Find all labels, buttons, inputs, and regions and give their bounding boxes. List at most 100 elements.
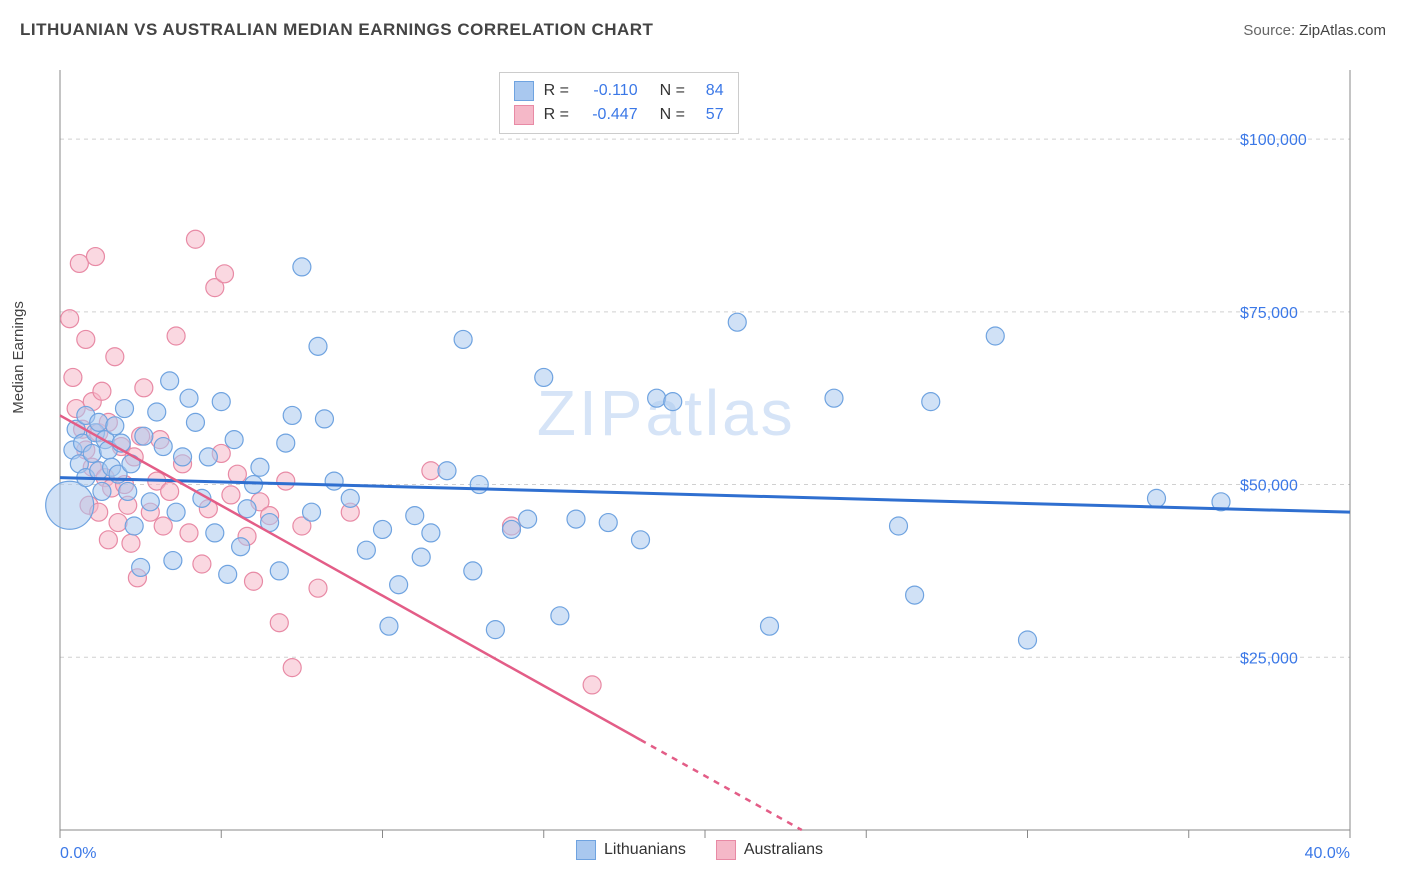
data-point	[232, 538, 250, 556]
data-point	[222, 486, 240, 504]
data-point	[167, 503, 185, 521]
data-point	[422, 524, 440, 542]
data-point	[167, 327, 185, 345]
data-point	[986, 327, 1004, 345]
data-point	[238, 500, 256, 518]
series-legend: Lithuanians Australians	[576, 840, 823, 860]
chart-title: LITHUANIAN VS AUSTRALIAN MEDIAN EARNINGS…	[20, 20, 653, 40]
data-point	[180, 389, 198, 407]
source-attribution: Source: ZipAtlas.com	[1243, 22, 1386, 39]
r-value: -0.447	[582, 103, 638, 127]
data-point	[390, 576, 408, 594]
legend-swatch	[514, 81, 534, 101]
data-point	[583, 676, 601, 694]
legend-swatch	[716, 840, 736, 860]
data-point	[315, 410, 333, 428]
n-value: 84	[698, 79, 724, 103]
data-point	[648, 389, 666, 407]
data-point	[303, 503, 321, 521]
data-point	[61, 310, 79, 328]
data-point	[270, 562, 288, 580]
data-point	[412, 548, 430, 566]
legend-swatch	[514, 105, 534, 125]
data-point	[215, 265, 233, 283]
data-point	[206, 524, 224, 542]
y-tick-label: $100,000	[1240, 132, 1307, 149]
data-point	[245, 572, 263, 590]
legend-item: Lithuanians	[576, 840, 686, 860]
data-point	[341, 489, 359, 507]
data-point	[309, 579, 327, 597]
data-point	[219, 565, 237, 583]
scatter-chart: $25,000$50,000$75,000$100,000ZIPatlas0.0…	[20, 60, 1386, 880]
data-point	[535, 368, 553, 386]
source-label: Source:	[1243, 22, 1299, 39]
data-point	[599, 514, 617, 532]
data-point	[374, 520, 392, 538]
data-point	[890, 517, 908, 535]
data-point	[1148, 489, 1166, 507]
data-point	[132, 558, 150, 576]
data-point	[1019, 631, 1037, 649]
n-value: 57	[698, 103, 724, 127]
legend-item: Australians	[716, 840, 823, 860]
data-point	[186, 230, 204, 248]
data-point	[922, 393, 940, 411]
data-point	[470, 476, 488, 494]
data-point	[454, 330, 472, 348]
r-label: R =	[544, 103, 572, 127]
data-point	[119, 482, 137, 500]
data-point	[277, 434, 295, 452]
data-point	[164, 552, 182, 570]
data-point	[116, 400, 134, 418]
data-point	[125, 517, 143, 535]
stats-legend-row: R = -0.447 N = 57	[514, 103, 724, 127]
data-point	[193, 555, 211, 573]
legend-label: Lithuanians	[604, 841, 686, 859]
data-point	[464, 562, 482, 580]
data-point	[438, 462, 456, 480]
data-point	[106, 348, 124, 366]
data-point	[357, 541, 375, 559]
data-point	[109, 514, 127, 532]
data-point	[309, 337, 327, 355]
data-point	[106, 417, 124, 435]
data-point	[135, 427, 153, 445]
data-point	[99, 531, 117, 549]
y-tick-label: $50,000	[1240, 478, 1298, 495]
data-point	[90, 413, 108, 431]
data-point	[567, 510, 585, 528]
data-point	[761, 617, 779, 635]
source-value: ZipAtlas.com	[1299, 22, 1386, 39]
r-value: -0.110	[582, 79, 638, 103]
data-point	[154, 438, 172, 456]
y-tick-label: $75,000	[1240, 305, 1298, 322]
data-point	[283, 659, 301, 677]
x-max-label: 40.0%	[1305, 845, 1350, 862]
data-point	[122, 534, 140, 552]
n-label: N =	[660, 103, 688, 127]
data-point	[212, 393, 230, 411]
chart-container: Median Earnings $25,000$50,000$75,000$10…	[20, 60, 1386, 880]
data-point	[93, 382, 111, 400]
data-point	[551, 607, 569, 625]
data-point	[180, 524, 198, 542]
trend-line	[60, 415, 641, 739]
trend-line-dashed	[641, 740, 802, 830]
data-point	[228, 465, 246, 483]
legend-label: Australians	[744, 841, 823, 859]
y-axis-label: Median Earnings	[10, 301, 27, 414]
data-point	[141, 493, 159, 511]
data-point	[486, 621, 504, 639]
data-point	[270, 614, 288, 632]
data-point	[83, 444, 101, 462]
data-point	[728, 313, 746, 331]
data-point	[325, 472, 343, 490]
data-point	[422, 462, 440, 480]
stats-legend-row: R =-0.110N =84	[514, 79, 724, 103]
data-point	[186, 413, 204, 431]
data-point	[664, 393, 682, 411]
legend-swatch	[576, 840, 596, 860]
data-point	[251, 458, 269, 476]
data-point	[174, 448, 192, 466]
